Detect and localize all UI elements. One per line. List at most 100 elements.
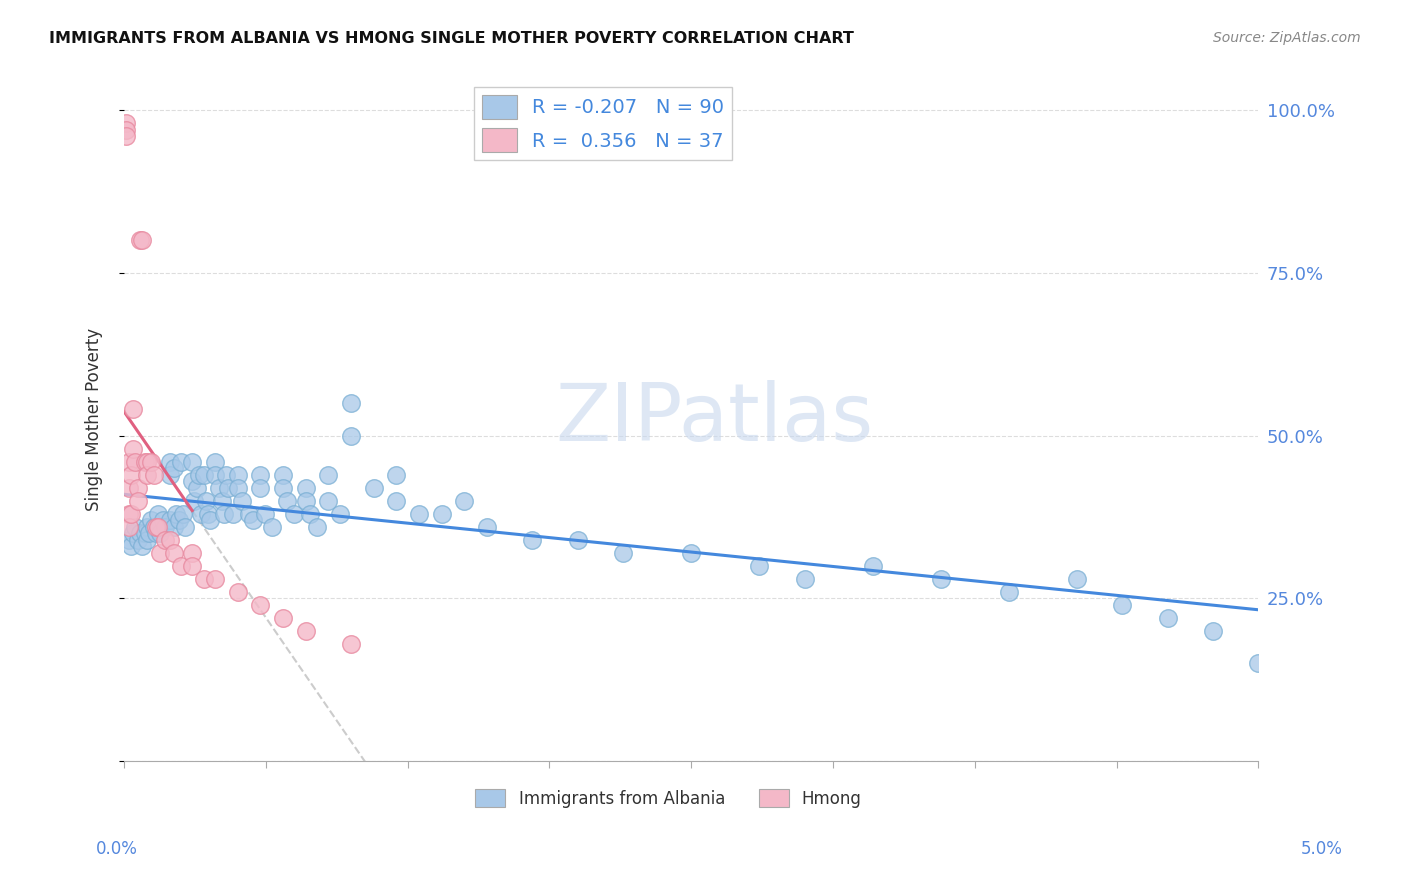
Point [131, 233, 153, 247]
Point [249, 598, 271, 612]
Point [142, 519, 165, 533]
Point [127, 533, 149, 547]
Point [748, 558, 770, 573]
Point [283, 507, 305, 521]
Point [159, 533, 181, 547]
Point [253, 507, 276, 521]
Point [260, 519, 283, 533]
Point [129, 233, 152, 247]
Point [120, 467, 142, 482]
Point [276, 493, 298, 508]
Point [204, 454, 226, 468]
Point [305, 519, 328, 533]
Point [453, 493, 475, 508]
Point [340, 637, 363, 651]
Point [1066, 572, 1088, 586]
Point [183, 493, 205, 508]
Point [146, 507, 169, 521]
Point [170, 558, 193, 573]
Point [612, 546, 634, 560]
Text: IMMIGRANTS FROM ALBANIA VS HMONG SINGLE MOTHER POVERTY CORRELATION CHART: IMMIGRANTS FROM ALBANIA VS HMONG SINGLE … [49, 31, 853, 46]
Point [211, 493, 233, 508]
Point [122, 402, 145, 417]
Text: Source: ZipAtlas.com: Source: ZipAtlas.com [1213, 31, 1361, 45]
Point [271, 611, 294, 625]
Point [385, 493, 408, 508]
Point [127, 493, 149, 508]
Point [141, 454, 163, 468]
Point [118, 481, 141, 495]
Point [131, 539, 153, 553]
Point [208, 481, 231, 495]
Point [174, 519, 197, 533]
Point [153, 519, 176, 533]
Point [181, 474, 204, 488]
Point [172, 507, 194, 521]
Point [181, 546, 204, 560]
Point [190, 507, 212, 521]
Point [145, 526, 167, 541]
Point [122, 526, 145, 541]
Point [249, 481, 271, 495]
Point [141, 513, 163, 527]
Point [194, 493, 217, 508]
Point [231, 493, 253, 508]
Point [159, 467, 181, 482]
Point [153, 533, 176, 547]
Point [318, 493, 340, 508]
Point [118, 454, 141, 468]
Point [167, 513, 190, 527]
Text: 0.0%: 0.0% [96, 840, 138, 858]
Y-axis label: Single Mother Poverty: Single Mother Poverty [86, 327, 103, 511]
Point [299, 507, 322, 521]
Point [149, 526, 172, 541]
Point [165, 507, 187, 521]
Point [135, 533, 157, 547]
Point [127, 481, 149, 495]
Point [329, 507, 352, 521]
Point [134, 454, 156, 468]
Point [181, 454, 204, 468]
Point [115, 116, 138, 130]
Point [363, 481, 385, 495]
Point [204, 572, 226, 586]
Point [134, 526, 156, 541]
Point [218, 481, 240, 495]
Point [149, 546, 172, 560]
Point [1157, 611, 1180, 625]
Point [115, 122, 138, 136]
Point [567, 533, 589, 547]
Point [212, 507, 235, 521]
Point [226, 467, 249, 482]
Point [242, 513, 264, 527]
Point [340, 396, 363, 410]
Point [124, 519, 146, 533]
Point [163, 546, 186, 560]
Point [200, 513, 222, 527]
Point [681, 546, 703, 560]
Point [188, 467, 211, 482]
Point [1111, 598, 1133, 612]
Point [115, 129, 138, 144]
Point [318, 467, 340, 482]
Point [340, 428, 363, 442]
Point [135, 454, 157, 468]
Point [146, 519, 169, 533]
Point [170, 454, 193, 468]
Point [122, 442, 145, 456]
Point [118, 507, 141, 521]
Point [998, 584, 1021, 599]
Point [862, 558, 884, 573]
Point [159, 513, 181, 527]
Point [271, 481, 294, 495]
Point [249, 467, 271, 482]
Point [793, 572, 815, 586]
Point [197, 507, 219, 521]
Point [204, 467, 226, 482]
Point [238, 507, 260, 521]
Point [124, 454, 146, 468]
Point [226, 584, 249, 599]
Point [181, 558, 204, 573]
Point [294, 481, 316, 495]
Point [385, 467, 408, 482]
